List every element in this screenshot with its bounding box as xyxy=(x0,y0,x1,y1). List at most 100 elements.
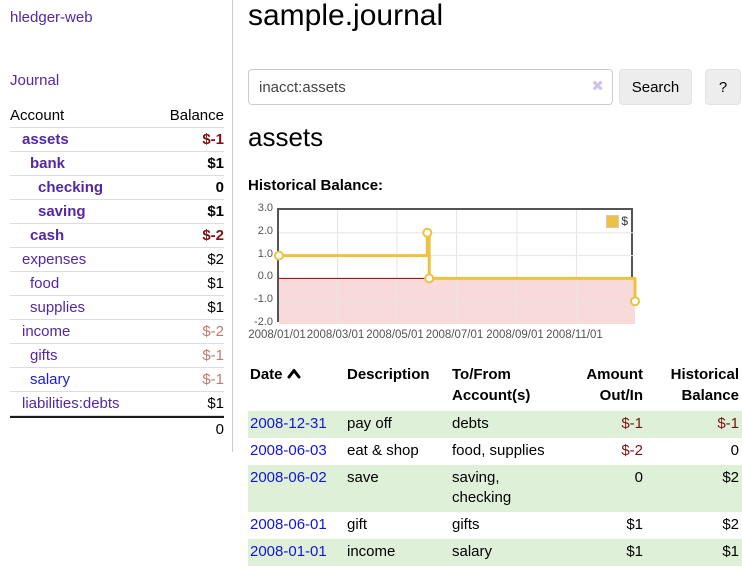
register-row: 2008-01-01 income salary $1 $1 xyxy=(248,539,742,566)
y-axis-tick-label: 2.0 xyxy=(257,224,273,237)
register-row: 2008-12-31 pay off debts $-1 $-1 xyxy=(248,411,742,438)
account-link-cash[interactable]: cash xyxy=(30,227,65,244)
register-table: Date Description To/From Account(s) Amou… xyxy=(248,362,742,566)
sidebar: hledger-web Journal Account Balance asse… xyxy=(0,0,233,452)
data-point-marker xyxy=(630,296,640,307)
register-row: 2008-06-03 eat & shop food, supplies $-2… xyxy=(248,438,742,465)
account-balance: $1 xyxy=(207,203,224,220)
amount-header: Amount Out/In xyxy=(586,366,643,404)
account-balance: $2 xyxy=(207,251,224,268)
page-title: sample.journal xyxy=(248,0,444,32)
account-row: supplies $1 xyxy=(10,296,224,320)
transaction-description: eat & shop xyxy=(347,442,419,459)
transaction-description: gift xyxy=(347,516,368,533)
account-balance: $1 xyxy=(207,299,224,316)
legend-swatch-icon xyxy=(606,214,620,228)
account-row: salary $-1 xyxy=(10,368,224,392)
account-balance: $-2 xyxy=(202,227,224,244)
date-sort-header[interactable]: Date xyxy=(248,362,345,411)
transaction-description: save xyxy=(347,469,379,486)
account-row: liabilities:debts $1 xyxy=(10,392,224,416)
transaction-balance: $2 xyxy=(722,469,739,486)
x-axis-tick-label: 2008/05/01 xyxy=(366,329,424,341)
brand-link[interactable]: hledger-web xyxy=(10,9,93,26)
transaction-date-link[interactable]: 2008-06-03 xyxy=(250,442,327,459)
account-row: expenses $2 xyxy=(10,248,224,272)
transaction-accounts: salary xyxy=(452,543,493,560)
transaction-description: pay off xyxy=(347,415,392,432)
description-header: Description xyxy=(347,366,430,383)
account-balance: $1 xyxy=(207,155,224,172)
balance-column-header: Balance xyxy=(169,107,224,124)
account-balance: $-1 xyxy=(202,131,224,148)
account-link-checking[interactable]: checking xyxy=(38,179,104,196)
account-link-income[interactable]: income xyxy=(22,323,71,340)
account-row: checking 0 xyxy=(10,176,224,200)
y-axis-tick-label: 3.0 xyxy=(257,202,273,214)
x-axis-tick-label: 2008/11/01 xyxy=(546,329,603,341)
account-balance: $-1 xyxy=(202,347,224,364)
account-balance: $-1 xyxy=(202,371,224,388)
search-button[interactable]: Search xyxy=(619,69,692,105)
account-link-salary[interactable]: salary xyxy=(30,371,71,388)
tofrom-header: To/From Account(s) xyxy=(452,366,531,404)
transaction-date-link[interactable]: 2008-01-01 xyxy=(250,543,327,560)
transaction-accounts: food, supplies xyxy=(452,442,545,459)
account-link-gifts[interactable]: gifts xyxy=(30,347,58,364)
account-heading: assets xyxy=(248,122,324,152)
sidebar-item-journal[interactable]: Journal xyxy=(10,72,60,89)
account-column-header: Account xyxy=(10,107,65,124)
account-link-food[interactable]: food xyxy=(30,275,60,292)
chart-plot-area: $ xyxy=(274,208,640,324)
transaction-accounts: gifts xyxy=(452,516,480,533)
account-row: saving $1 xyxy=(10,200,224,224)
transaction-date-link[interactable]: 2008-06-01 xyxy=(250,516,327,533)
account-link-bank[interactable]: bank xyxy=(30,155,66,172)
date-header-label: Date xyxy=(250,366,283,383)
transaction-amount: 0 xyxy=(634,469,643,486)
account-table-header: Account Balance xyxy=(10,104,224,128)
register-header-row: Date Description To/From Account(s) Amou… xyxy=(248,362,742,411)
account-row: income $-2 xyxy=(10,320,224,344)
data-point-marker xyxy=(274,250,284,261)
x-axis-tick-label: 2008/09/01 xyxy=(486,329,544,341)
y-axis-tick-label: 1.0 xyxy=(257,247,273,260)
y-axis-tick-label: -1.0 xyxy=(254,293,273,306)
x-axis-tick-label: 2008/01/01 xyxy=(248,329,306,341)
help-button[interactable]: ? xyxy=(705,69,741,105)
transaction-description: income xyxy=(347,543,396,560)
account-row: cash $-2 xyxy=(10,224,224,248)
chart-legend: $ xyxy=(606,214,628,228)
account-link-liabilities-debts[interactable]: liabilities:debts xyxy=(22,395,120,412)
accounts-total-row: 0 xyxy=(10,416,224,440)
transaction-accounts: saving, checking xyxy=(452,469,512,506)
account-row: gifts $-1 xyxy=(10,344,224,368)
account-balance: $-2 xyxy=(202,323,224,340)
balance-header: Historical Balance xyxy=(670,366,739,404)
search-input-wrap: ✖ xyxy=(248,69,613,105)
chart-title: Historical Balance: xyxy=(248,177,384,194)
account-link-supplies[interactable]: supplies xyxy=(30,299,86,316)
transaction-date-link[interactable]: 2008-12-31 xyxy=(250,415,327,432)
clear-search-icon[interactable]: ✖ xyxy=(591,78,604,95)
account-link-expenses[interactable]: expenses xyxy=(22,251,87,268)
account-balance-table: Account Balance assets $-1 bank $1 check… xyxy=(10,104,224,440)
transaction-balance: $-1 xyxy=(717,415,739,432)
y-axis-tick-label: 0.0 xyxy=(257,270,273,283)
accounts-total-value: 0 xyxy=(215,420,224,438)
chart-canvas xyxy=(274,210,640,324)
account-row: bank $1 xyxy=(10,152,224,176)
transaction-accounts: debts xyxy=(452,415,489,432)
search-input[interactable] xyxy=(248,69,613,105)
historical-balance-chart: $ 3.0 2.0 1.0 0.0 -1.0 -2.0 2008/01/01 2008/03/… xyxy=(248,200,742,350)
account-link-saving[interactable]: saving xyxy=(38,203,86,220)
account-link-assets[interactable]: assets xyxy=(22,131,69,148)
transaction-balance: $2 xyxy=(722,516,739,533)
transaction-amount: $1 xyxy=(626,516,643,533)
register-row: 2008-06-02 save saving, checking 0 $2 xyxy=(248,465,742,512)
account-balance: 0 xyxy=(215,179,224,196)
search-bar: ✖ Search ? xyxy=(248,69,742,105)
sort-ascending-icon xyxy=(287,364,301,385)
transaction-date-link[interactable]: 2008-06-02 xyxy=(250,469,327,486)
data-point-marker xyxy=(424,273,435,284)
